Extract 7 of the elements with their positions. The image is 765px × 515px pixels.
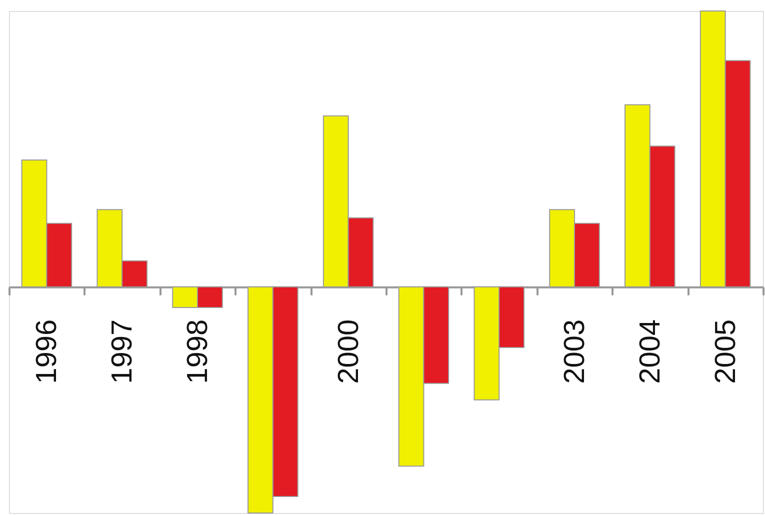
x-tick-label: 1996 [31, 319, 64, 384]
x-tick-label: 1997 [106, 319, 139, 384]
x-tick-label: 2000 [332, 319, 365, 384]
x-tick-label: 2005 [710, 319, 742, 384]
x-tick-label: 2004 [634, 319, 666, 384]
x-tick-label: 1998 [182, 319, 214, 384]
x-tick-label: 2003 [559, 319, 591, 384]
